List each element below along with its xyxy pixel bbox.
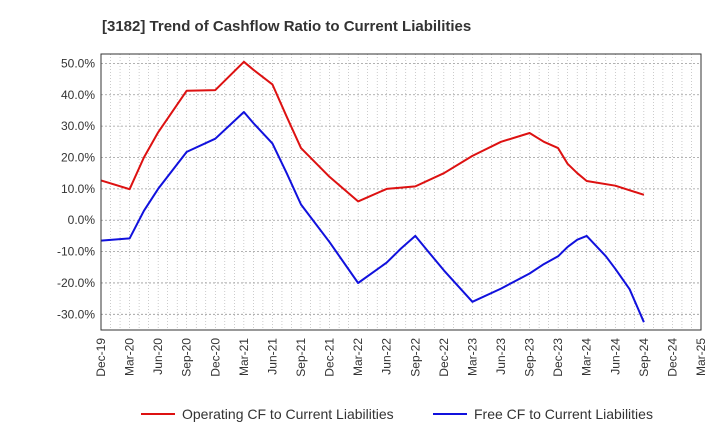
x-tick-label: Dec-21 bbox=[323, 338, 337, 377]
y-tick-label: 30.0% bbox=[61, 119, 95, 133]
y-tick-label: -30.0% bbox=[57, 307, 95, 321]
y-tick-label: -20.0% bbox=[57, 276, 95, 290]
x-tick-label: Dec-22 bbox=[437, 338, 451, 377]
x-tick-label: Dec-19 bbox=[94, 338, 108, 377]
x-tick-label: Mar-21 bbox=[237, 338, 251, 376]
x-tick-label: Jun-23 bbox=[494, 338, 508, 375]
y-tick-label: 10.0% bbox=[61, 182, 95, 196]
x-tick-label: Sep-22 bbox=[408, 338, 422, 377]
x-tick-label: Jun-21 bbox=[265, 338, 279, 375]
x-axis-ticks: Dec-19 Mar-20 Jun-20 Sep-20 Dec-20 Mar-21 Jun-… bbox=[94, 338, 708, 377]
y-tick-label: 20.0% bbox=[61, 151, 95, 165]
series-line-free-cf bbox=[100, 111, 645, 323]
x-tick-label: Sep-24 bbox=[637, 338, 651, 377]
x-tick-label: Jun-20 bbox=[151, 338, 165, 375]
x-tick-label: Dec-24 bbox=[665, 338, 679, 377]
x-tick-label: Mar-23 bbox=[465, 338, 479, 376]
x-tick-label: Sep-20 bbox=[180, 338, 194, 377]
x-tick-label: Dec-20 bbox=[208, 338, 222, 377]
x-tick-label: Sep-21 bbox=[294, 338, 308, 377]
x-tick-label: Sep-23 bbox=[523, 338, 537, 377]
series-line-operating-cf bbox=[100, 60, 645, 203]
x-tick-label: Dec-23 bbox=[551, 338, 565, 377]
x-tick-label: Mar-20 bbox=[123, 338, 137, 376]
legend-label-free-cf: Free CF to Current Liabilities bbox=[474, 406, 653, 422]
y-tick-label: 40.0% bbox=[61, 88, 95, 102]
x-tick-label: Jun-24 bbox=[608, 338, 622, 375]
x-tick-label: Jun-22 bbox=[380, 338, 394, 375]
legend-label-operating-cf: Operating CF to Current Liabilities bbox=[182, 406, 394, 422]
y-tick-label: -10.0% bbox=[57, 245, 95, 259]
y-axis-ticks: 50.0% 40.0% 30.0% 20.0% 10.0% 0.0% -10.0% -20.0… bbox=[57, 56, 95, 321]
plot-border bbox=[100, 53, 702, 331]
x-tick-label: Mar-24 bbox=[580, 338, 594, 376]
grid-lines bbox=[101, 54, 701, 330]
legend: Operating CF to Current Liabilities Free… bbox=[141, 406, 653, 422]
y-tick-label: 50.0% bbox=[61, 56, 95, 70]
series-lines bbox=[100, 60, 645, 323]
chart-title: [3182] Trend of Cashflow Ratio to Curren… bbox=[102, 18, 471, 35]
x-tick-label: Mar-25 bbox=[694, 338, 708, 376]
y-tick-label: 0.0% bbox=[68, 213, 96, 227]
x-tick-label: Mar-22 bbox=[351, 338, 365, 376]
